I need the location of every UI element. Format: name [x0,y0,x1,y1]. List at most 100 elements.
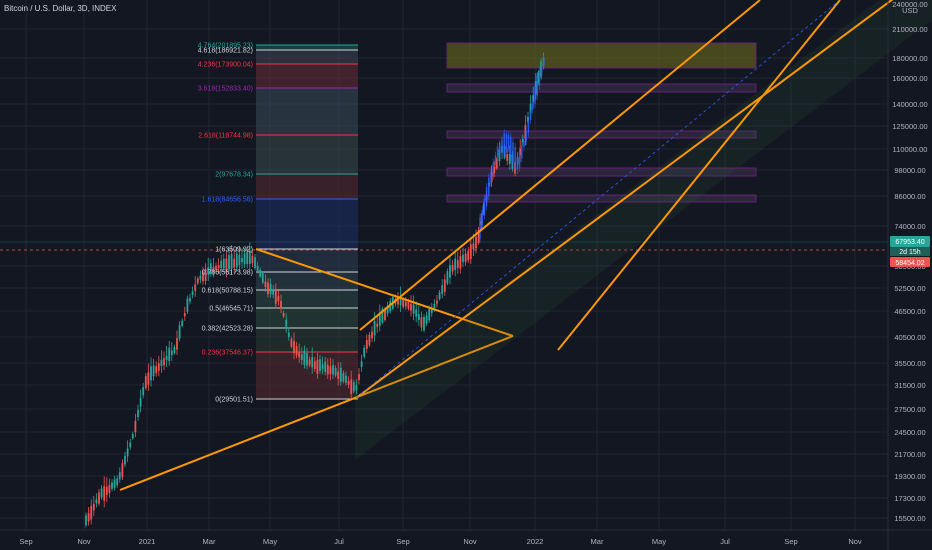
x-tick-label: 2022 [527,537,544,546]
candle-body [118,472,121,480]
x-tick-label: Nov [77,537,91,546]
candle-body [241,258,243,263]
y-tick-label: 27500.00 [894,405,925,414]
target-zone[interactable] [446,83,757,93]
candle-body [173,346,176,354]
candle-body [85,515,87,526]
target-zone[interactable] [446,194,757,203]
fib-band[interactable] [256,45,358,50]
projection-body [490,172,492,184]
x-tick-label: May [263,537,277,546]
candle-body [337,371,340,379]
fib-band[interactable] [256,64,358,88]
candle-body [363,347,366,357]
projection-body [483,198,486,216]
fib-band[interactable] [256,174,358,199]
projection-body [503,133,505,155]
candle-body [230,254,233,269]
candle-body [165,355,168,361]
candle-body [420,317,423,328]
support-trendline[interactable] [119,335,514,491]
channel-far-line[interactable] [557,0,841,351]
candle-body [441,285,444,294]
fib-band[interactable] [256,199,358,249]
candle-body [467,250,470,261]
y-tick-label: 98000.00 [894,166,925,175]
y-tick-label: 86000.00 [894,192,925,201]
candle-body [178,325,181,339]
countdown-label: 2d 15h [899,249,921,256]
x-tick-label: Nov [463,537,477,546]
y-tick-label: 240000.00 [892,0,927,9]
fib-level-label: 4.764(201895.23) [198,43,253,50]
candle-body [238,254,241,266]
x-tick-label: Sep [396,537,409,546]
projection-body [499,143,501,153]
fib-band[interactable] [256,308,358,328]
current-price-label: 67953.40 [895,239,924,246]
candle-body [347,381,350,385]
candle-body [475,236,477,249]
candle-body [202,272,204,282]
projection-body [540,64,543,77]
fib-level-label: 0.236(37546.37) [202,350,253,357]
candle-body [459,256,462,269]
fib-level-label: 3.618(152833.40) [198,86,253,93]
candle-body [298,351,301,358]
candle-body [116,478,119,486]
target-zone[interactable] [446,42,757,69]
y-tick-label: 110000.00 [893,145,928,154]
candle-body [277,296,280,302]
target-zone[interactable] [446,167,757,177]
candle-body [222,259,225,269]
target-zones[interactable] [446,42,757,203]
candle-body [212,267,215,271]
fib-band[interactable] [256,88,358,135]
x-tick-label: Mar [591,537,604,546]
fib-band[interactable] [256,249,358,272]
candle-body [417,313,420,320]
candle-body [311,357,314,368]
projection-body [532,102,534,110]
channel-lower-line[interactable] [355,0,932,399]
candle-body [464,253,467,262]
y-tick-label: 210000.00 [892,25,927,34]
candle-body [274,290,277,304]
fib-band[interactable] [256,135,358,174]
x-tick-label: 2021 [139,537,156,546]
candle-body [410,303,412,311]
candle-body [92,504,95,511]
candle-body [264,281,267,287]
y-tick-label: 125000.00 [892,122,927,131]
fib-band[interactable] [256,272,358,290]
candle-body [111,482,113,489]
candle-body [527,116,529,123]
y-tick-label: 17300.00 [894,494,925,503]
fibonacci-extension[interactable] [256,44,358,400]
candle-body [246,251,249,265]
candle-body [129,442,132,448]
y-tick-label: 31500.00 [894,381,925,390]
candle-body [438,292,441,300]
candle-body [498,149,501,162]
x-tick-label: Jul [334,537,344,546]
candle-body [215,265,217,270]
candle-body [251,255,254,264]
candle-body [446,271,449,284]
candle-body [407,301,410,309]
resistance-trendline[interactable] [255,248,514,337]
candle-body [365,340,368,349]
channel-mid-line [355,0,841,399]
candle-body [358,374,360,381]
fib-band[interactable] [256,50,358,64]
candle-body [342,373,345,382]
y-tick-label: 35500.00 [894,359,925,368]
candle-body [451,264,454,272]
fib-level-label: 4.236(173900.04) [198,62,253,69]
candle-body [144,376,147,389]
trendlines[interactable] [0,0,932,491]
channel-fill [355,0,932,460]
fibonacci-labels: 4.764(201895.23)4.618(186921.82) 4.236(17… [198,43,253,404]
channel-upper-line[interactable] [359,0,761,331]
